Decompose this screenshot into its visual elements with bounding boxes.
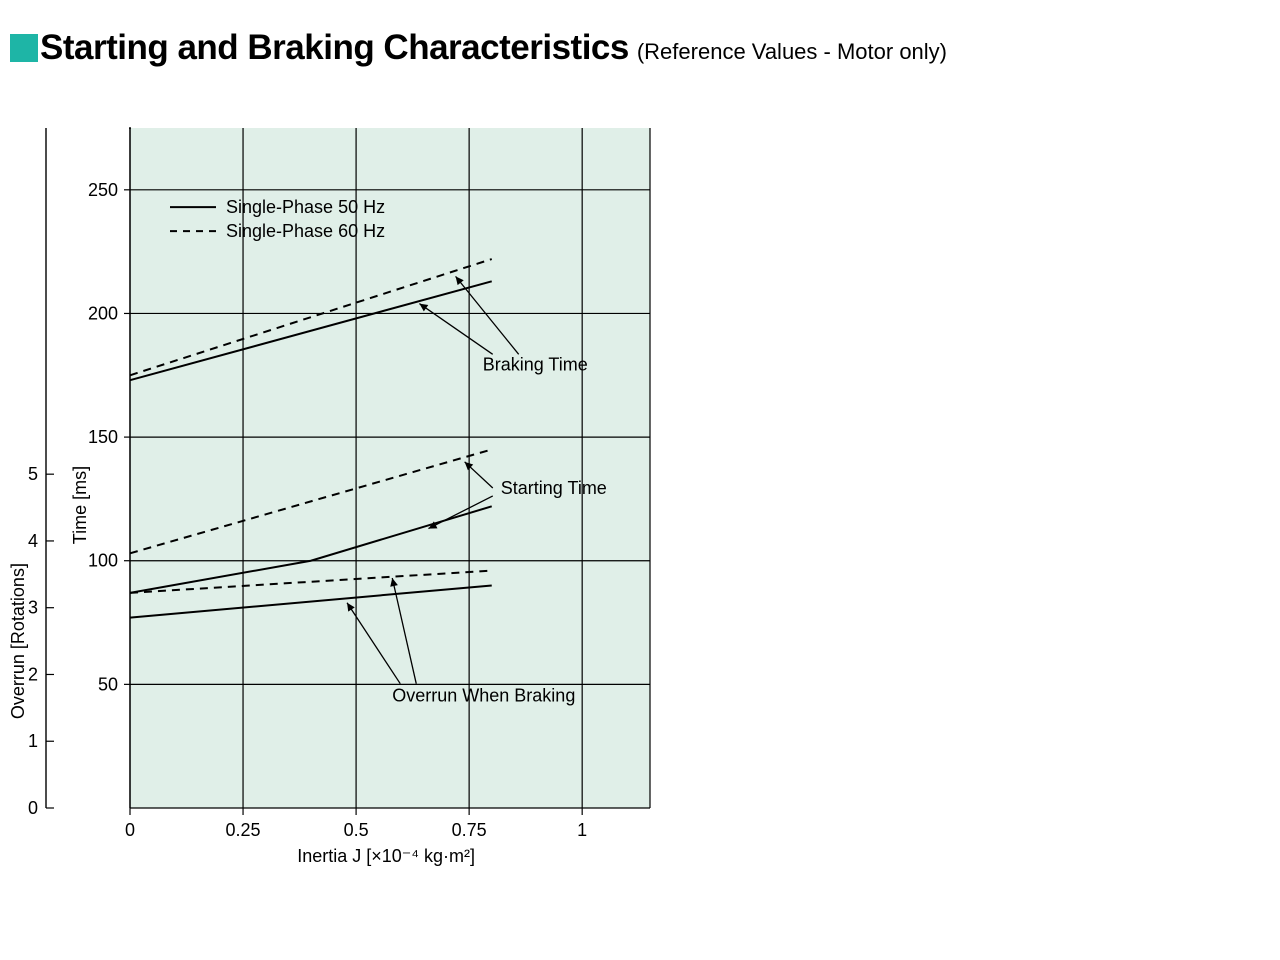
title-marker-icon (10, 34, 38, 62)
svg-text:250: 250 (88, 180, 118, 200)
svg-text:0.25: 0.25 (226, 820, 261, 840)
svg-text:0.5: 0.5 (344, 820, 369, 840)
svg-text:5: 5 (28, 464, 38, 484)
page-title: Starting and Braking Characteristics (40, 28, 629, 68)
svg-text:4: 4 (28, 531, 38, 551)
svg-text:Starting Time: Starting Time (501, 478, 607, 498)
svg-text:Overrun [Rotations]: Overrun [Rotations] (10, 563, 28, 719)
page-subtitle: (Reference Values - Motor only) (637, 39, 947, 65)
svg-text:Inertia J [×10⁻⁴ kg·m²]: Inertia J [×10⁻⁴ kg·m²] (297, 846, 475, 866)
svg-text:Single-Phase 60 Hz: Single-Phase 60 Hz (226, 221, 385, 241)
svg-text:50: 50 (98, 674, 118, 694)
svg-text:0.75: 0.75 (452, 820, 487, 840)
svg-text:Overrun When Braking: Overrun When Braking (392, 686, 575, 706)
svg-text:1: 1 (28, 731, 38, 751)
chart-svg: 5010015020025000.250.50.751Inertia J [×1… (10, 108, 710, 888)
svg-text:Time [ms]: Time [ms] (70, 466, 90, 544)
svg-text:Braking Time: Braking Time (483, 354, 588, 374)
svg-text:0: 0 (125, 820, 135, 840)
svg-text:0: 0 (28, 798, 38, 818)
svg-text:200: 200 (88, 303, 118, 323)
svg-text:1: 1 (577, 820, 587, 840)
svg-text:Single-Phase 50 Hz: Single-Phase 50 Hz (226, 197, 385, 217)
chart-container: 5010015020025000.250.50.751Inertia J [×1… (10, 108, 1280, 893)
svg-text:3: 3 (28, 598, 38, 618)
header: Starting and Braking Characteristics (Re… (0, 0, 1280, 68)
svg-text:150: 150 (88, 427, 118, 447)
svg-text:2: 2 (28, 664, 38, 684)
svg-text:100: 100 (88, 551, 118, 571)
